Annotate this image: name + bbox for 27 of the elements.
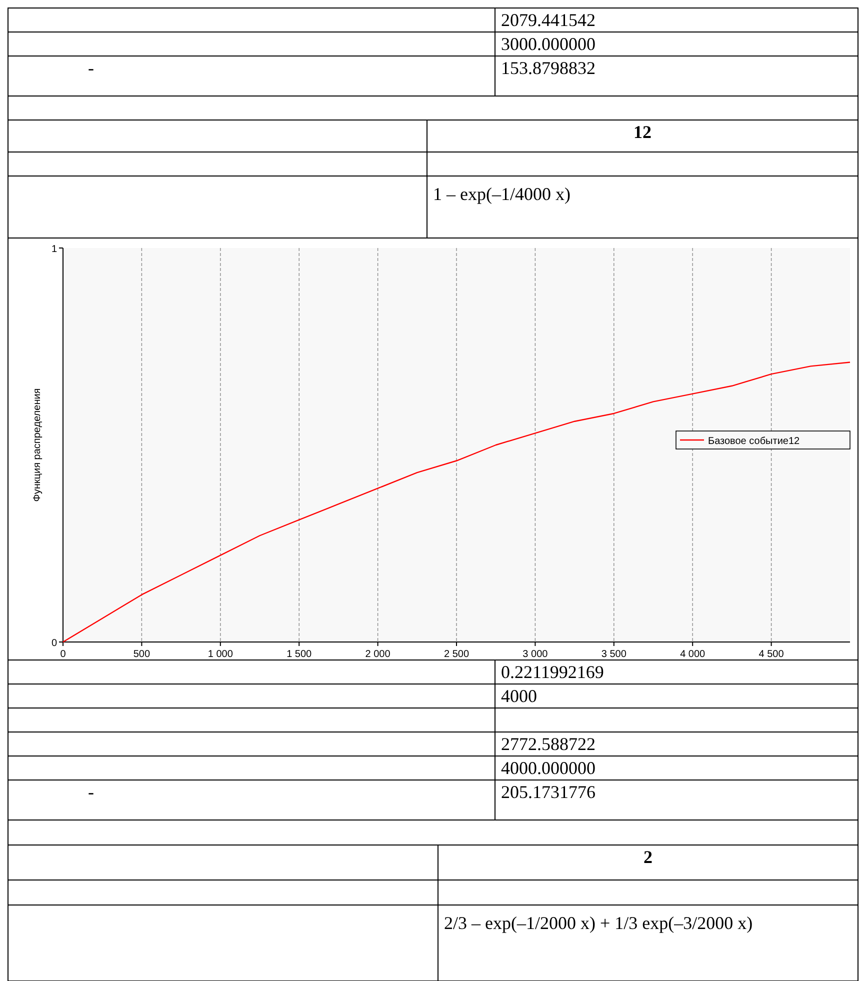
text: -: [88, 782, 94, 802]
text: 2/3 – exp(–1/2000 x) + 1/3 exp(–3/2000 x): [444, 913, 753, 933]
text: -: [88, 58, 94, 78]
text: 2079.441542: [501, 10, 596, 30]
x-tick-label: 500: [133, 649, 150, 660]
text: 205.1731776: [501, 782, 596, 802]
x-tick-label: 1 000: [208, 649, 234, 660]
x-tick-label: 4 000: [680, 649, 706, 660]
text: 2772.588722: [501, 734, 596, 754]
x-tick-label: 0: [60, 649, 66, 660]
text: 12: [634, 122, 652, 142]
x-tick-label: 2 500: [444, 649, 470, 660]
text: 0.2211992169: [501, 662, 604, 682]
x-tick-label: 4 500: [758, 649, 784, 660]
text: 153.8798832: [501, 58, 596, 78]
legend-label: Базовое событие12: [708, 436, 800, 447]
text: 2: [644, 847, 652, 867]
x-tick-label: 3 500: [601, 649, 627, 660]
x-tick-label: 2 000: [365, 649, 391, 660]
x-tick-label: 1 500: [286, 649, 312, 660]
text: 4000.000000: [501, 758, 596, 778]
text: 1 – exp(–1/4000 x): [433, 184, 570, 204]
y-tick-label: 1: [51, 244, 58, 255]
x-tick-label: 3 000: [522, 649, 548, 660]
text: 3000.000000: [501, 34, 596, 54]
text: 4000: [501, 686, 537, 706]
y-axis-title: Функция распределения: [32, 388, 43, 502]
